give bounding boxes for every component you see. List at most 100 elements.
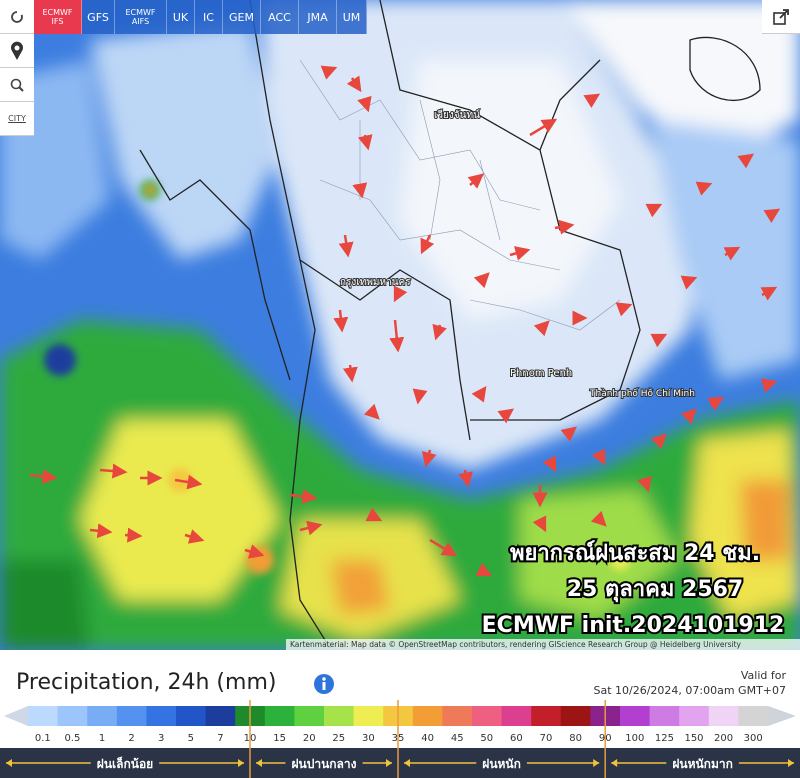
wind-arrow (509, 246, 531, 261)
weather-map: เวียงจันทน์ กรุงเทพมหานคร Phnom Penh Thà… (0, 0, 800, 650)
location-button[interactable] (0, 34, 34, 68)
wind-arrow (393, 285, 408, 303)
scale-label: 150 (684, 733, 703, 744)
wind-arrow (695, 181, 713, 196)
model-tab[interactable]: UM (337, 0, 367, 34)
legend-title: Precipitation, 24h (mm) (16, 670, 277, 695)
refresh-button[interactable] (0, 0, 34, 34)
wind-arrow (532, 515, 547, 533)
wind-arrow (723, 246, 741, 261)
attribution: Kartenmaterial: Map data © OpenStreetMap… (290, 640, 742, 649)
wind-arrow (591, 448, 606, 466)
category-bar (0, 748, 800, 778)
wind-arrow (244, 544, 265, 559)
wind-arrow (389, 319, 405, 353)
scale-cell (738, 706, 769, 726)
wind-arrow (429, 538, 458, 557)
place-label: Phnom Penh (510, 368, 572, 379)
category-label: ฝนหนัก (482, 757, 521, 771)
wind-arrow (760, 378, 778, 393)
wind-arrow (420, 234, 435, 255)
scale-cell (679, 706, 710, 726)
model-tab[interactable]: ECMWF AIFS (115, 0, 167, 34)
wind-arrow (458, 469, 473, 488)
scale-label: 15 (273, 733, 286, 744)
place-label: Thành phố Hồ Chí Minh (589, 388, 695, 399)
category-label: ฝนเล็กน้อย (97, 756, 153, 771)
wind-arrow (473, 272, 490, 289)
overlay-line: 25 ตุลาคม 2567 (567, 577, 744, 603)
scale-label: 0.5 (64, 733, 80, 744)
arrow-head (238, 759, 244, 767)
scale-cell (353, 706, 384, 726)
arrow-head (788, 759, 794, 767)
scale-label: 20 (303, 733, 316, 744)
wind-arrow (637, 475, 652, 493)
wind-arrow (529, 118, 558, 137)
scale-label: 80 (569, 733, 582, 744)
share-button[interactable] (762, 0, 800, 34)
wind-arrow (357, 95, 372, 113)
place-labels: เวียงจันทน์ กรุงเทพมหานคร Phnom Penh Thà… (339, 108, 696, 400)
scale-label: 0.1 (35, 733, 51, 744)
scale-cell (620, 706, 651, 726)
scale-label: 5 (188, 733, 194, 744)
wind-arrow (554, 219, 575, 235)
scale-label: 100 (625, 733, 644, 744)
arrow-head (386, 759, 392, 767)
scale-cell (146, 706, 177, 726)
model-tab[interactable]: UK (167, 0, 195, 34)
scale-cell (442, 706, 473, 726)
wind-arrow (124, 527, 143, 543)
overlay-line: พยากรณ์ฝนสะสม 24 ชม. (510, 540, 760, 566)
scale-cell (87, 706, 118, 726)
model-tab[interactable]: GFS (82, 0, 115, 34)
zoom-button[interactable] (0, 68, 34, 102)
wind-arrow (760, 286, 778, 301)
arrow-head (256, 759, 262, 767)
scale-end-right (768, 706, 796, 726)
wind-arrow (289, 489, 318, 504)
wind-arrow (29, 469, 58, 484)
scale-label: 50 (480, 733, 493, 744)
wind-arrow (497, 408, 515, 424)
scale-cell (472, 706, 503, 726)
scale-cell (205, 706, 236, 726)
wind-arrow (533, 320, 550, 337)
wind-arrow (320, 65, 338, 80)
scale-end-left (4, 706, 28, 726)
scale-label: 300 (744, 733, 763, 744)
model-tab[interactable]: IC (195, 0, 223, 34)
model-tab[interactable]: ACC (261, 0, 299, 34)
color-scale: 0.10.51235710152025303540455060708090100… (0, 700, 800, 778)
place-label: เวียงจันทน์ (434, 109, 480, 121)
scale-cell (708, 706, 739, 726)
model-tab[interactable]: ECMWF IFS (34, 0, 82, 34)
scale-label: 200 (714, 733, 733, 744)
info-icon[interactable] (313, 673, 335, 695)
scale-label: 70 (540, 733, 553, 744)
scale-label: 3 (158, 733, 164, 744)
wind-arrow (89, 523, 113, 539)
wind-arrow (346, 75, 362, 93)
wind-arrow (412, 388, 428, 405)
arrow-head (593, 759, 600, 767)
wind-arrow (99, 463, 128, 479)
wind-arrow (645, 203, 663, 218)
city-button[interactable]: CITY (0, 102, 34, 136)
scale-cell (501, 706, 532, 726)
place-label: กรุงเทพมหานคร (340, 277, 411, 288)
wind-arrow (475, 562, 493, 577)
model-tab[interactable]: GEM (223, 0, 261, 34)
scale-cell (294, 706, 325, 726)
wind-arrow (174, 474, 203, 490)
scale-cell (412, 706, 443, 726)
model-tab[interactable]: JMA (299, 0, 337, 34)
wind-arrow (763, 208, 781, 223)
scale-label: 125 (655, 733, 674, 744)
wind-arrow (352, 182, 368, 199)
attribution-bg (286, 639, 800, 650)
wind-arrow (184, 529, 205, 544)
scale-cell (176, 706, 207, 726)
